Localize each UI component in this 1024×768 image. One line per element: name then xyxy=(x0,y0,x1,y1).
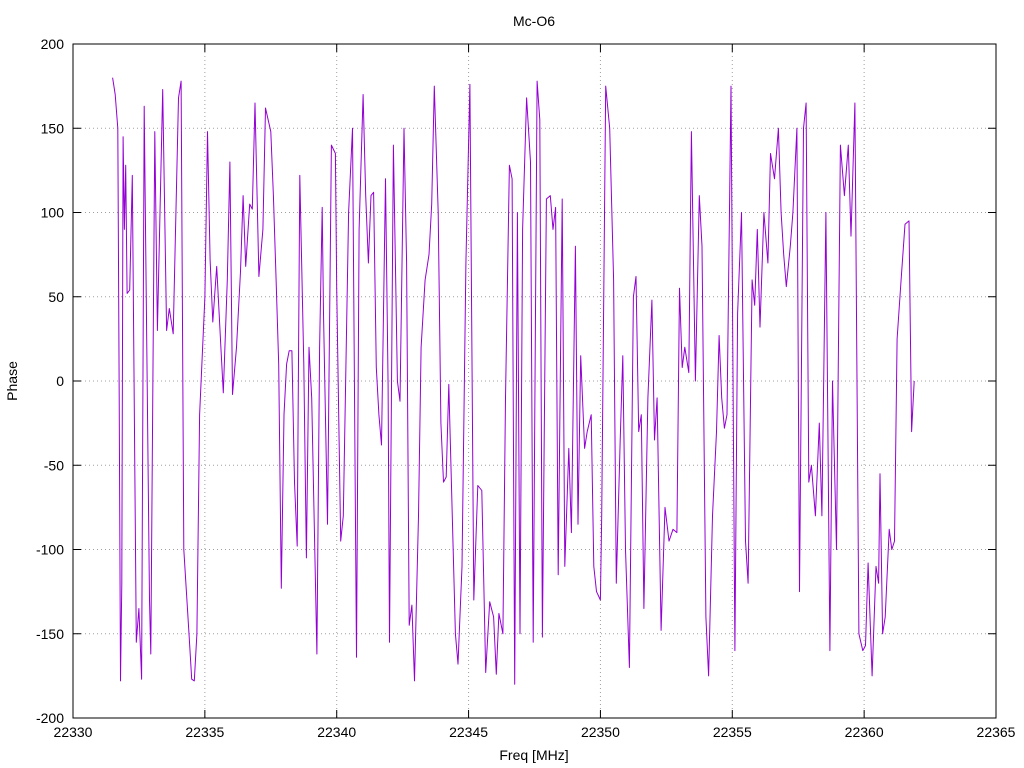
y-tick-label: -100 xyxy=(36,542,64,558)
phase-series-line xyxy=(112,77,915,685)
y-tick-label: 50 xyxy=(48,289,64,305)
grid xyxy=(73,44,996,718)
y-tick-label: -200 xyxy=(36,710,64,726)
y-tick-label: 150 xyxy=(41,120,65,136)
x-axis-title: Freq [MHz] xyxy=(499,747,568,763)
y-tick-label: -50 xyxy=(44,457,64,473)
plot-area xyxy=(112,77,915,685)
x-tick-label: 22340 xyxy=(317,724,356,740)
y-tick-label: 200 xyxy=(41,36,65,52)
y-axis: -200 -150 -100 -50 0 50 100 150 200 xyxy=(36,36,996,726)
y-tick-label: -150 xyxy=(36,626,64,642)
chart-title: Mc-O6 xyxy=(513,13,555,29)
x-tick-label: 22335 xyxy=(185,724,224,740)
y-tick-label: 0 xyxy=(56,373,64,389)
x-tick-label: 22355 xyxy=(713,724,752,740)
x-tick-label: 22330 xyxy=(54,724,93,740)
x-tick-label: 22365 xyxy=(977,724,1016,740)
x-tick-label: 22360 xyxy=(845,724,884,740)
y-axis-title: Phase xyxy=(4,361,20,401)
x-axis: 22330 22335 22340 22345 22350 22355 22360 22365 xyxy=(54,44,1016,740)
x-tick-label: 22350 xyxy=(581,724,620,740)
plot-frame xyxy=(72,43,997,719)
x-tick-label: 22345 xyxy=(449,724,488,740)
y-tick-label: 100 xyxy=(41,205,65,221)
